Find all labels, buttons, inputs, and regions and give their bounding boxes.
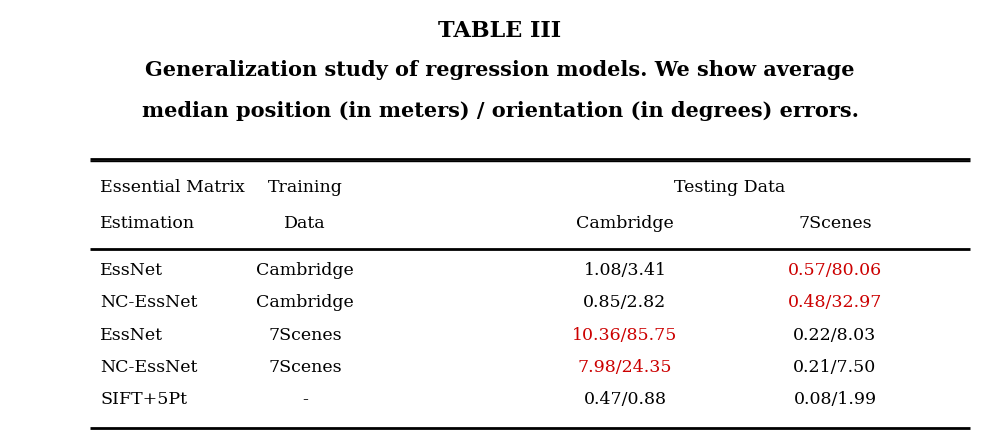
Text: Essential Matrix: Essential Matrix — [100, 179, 245, 196]
Text: median position (in meters) / orientation (in degrees) errors.: median position (in meters) / orientatio… — [142, 101, 858, 121]
Text: 1.08/3.41: 1.08/3.41 — [584, 262, 666, 279]
Text: -: - — [302, 391, 308, 408]
Text: Cambridge: Cambridge — [256, 262, 354, 279]
Text: 0.48/32.97: 0.48/32.97 — [788, 294, 882, 311]
Text: SIFT+5Pt: SIFT+5Pt — [100, 391, 187, 408]
Text: 7Scenes: 7Scenes — [268, 359, 342, 376]
Text: 0.57/80.06: 0.57/80.06 — [788, 262, 882, 279]
Text: 10.36/85.75: 10.36/85.75 — [572, 327, 678, 344]
Text: Training: Training — [268, 179, 342, 196]
Text: Data: Data — [284, 215, 326, 232]
Text: Testing Data: Testing Data — [674, 179, 786, 196]
Text: NC-EssNet: NC-EssNet — [100, 359, 197, 376]
Text: Generalization study of regression models. We show average: Generalization study of regression model… — [145, 60, 855, 81]
Text: 7Scenes: 7Scenes — [798, 215, 872, 232]
Text: Cambridge: Cambridge — [256, 294, 354, 311]
Text: 0.21/7.50: 0.21/7.50 — [793, 359, 877, 376]
Text: TABLE III: TABLE III — [438, 20, 562, 42]
Text: EssNet: EssNet — [100, 327, 163, 344]
Text: Estimation: Estimation — [100, 215, 195, 232]
Text: Cambridge: Cambridge — [576, 215, 674, 232]
Text: 0.08/1.99: 0.08/1.99 — [793, 391, 877, 408]
Text: 0.47/0.88: 0.47/0.88 — [584, 391, 666, 408]
Text: 0.22/8.03: 0.22/8.03 — [793, 327, 877, 344]
Text: NC-EssNet: NC-EssNet — [100, 294, 197, 311]
Text: 7Scenes: 7Scenes — [268, 327, 342, 344]
Text: 0.85/2.82: 0.85/2.82 — [583, 294, 667, 311]
Text: EssNet: EssNet — [100, 262, 163, 279]
Text: 7.98/24.35: 7.98/24.35 — [578, 359, 672, 376]
